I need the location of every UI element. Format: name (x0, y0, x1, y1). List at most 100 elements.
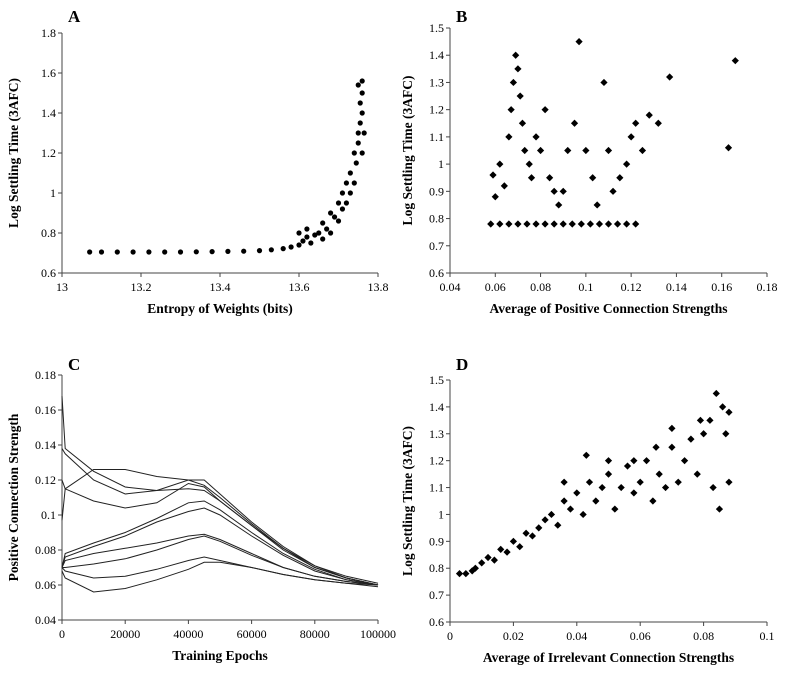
panel-d-data-point (680, 457, 689, 465)
panel-a-y-tick-label: 1.6 (41, 66, 56, 80)
panel-a-data-point (87, 249, 93, 255)
panel-b-data-point (491, 193, 499, 201)
panel-b-data-point (525, 160, 533, 168)
panel-a-data-point (357, 100, 363, 106)
panel-b-data-point (555, 201, 563, 209)
panel-c-series-line-1 (61, 395, 379, 584)
panel-d-data-point (535, 524, 543, 532)
panel-d-data-point (687, 435, 695, 443)
panel-d-data-point (582, 451, 590, 459)
panel-a-data-point (256, 248, 263, 254)
panel-a-data-point (300, 238, 306, 244)
panel-c-series-line-5 (61, 500, 379, 586)
panel-d-x-tick-label: 0.02 (503, 629, 524, 643)
panel-a-x-axis-title: Entropy of Weights (bits) (147, 301, 292, 316)
panel-a-data-point (328, 230, 334, 236)
panel-d-data-point (706, 416, 714, 424)
panel-d-data-point (611, 505, 619, 513)
panel-b-y-tick-label: 1.1 (429, 130, 444, 144)
panel-a-data-point (331, 214, 338, 220)
panel-a-y-tick-label: 0.6 (41, 266, 56, 280)
panel-a-data-point (316, 230, 322, 236)
panel-b-data-point (577, 220, 585, 228)
panel-d-data-point (617, 483, 625, 492)
panel-b-y-tick-label: 1.4 (429, 48, 444, 62)
panel-a-data-point (328, 210, 334, 216)
panel-d-data-point (642, 457, 651, 465)
panel-c-y-tick-label: 0.08 (35, 543, 56, 557)
panel-b-data-point (559, 187, 567, 195)
panel-b-y-tick-label: 0.7 (429, 239, 444, 253)
panel-b-x-axis-title: Average of Positive Connection Strengths (490, 301, 728, 316)
panel-a-data-point (225, 248, 231, 254)
panel-b-x-tick-label: 0.12 (621, 280, 642, 294)
panel-c: C 0.04 0.06 0.08 0.1 0.12 0.14 0.16 0.18 0 20000 40… (6, 355, 396, 663)
panel-a-data-point (359, 150, 365, 156)
panel-a-y-tick-label: 0.8 (41, 226, 56, 240)
panel-b-data-point (505, 133, 513, 141)
panel-d-data-point (579, 510, 587, 519)
panel-c-series-line-10 (61, 561, 379, 593)
panel-d-data-point (725, 478, 733, 486)
panel-d-x-tick-label: 0.04 (566, 629, 587, 643)
panel-b-data-point (564, 146, 572, 155)
panel-b-data-point (575, 38, 583, 46)
panel-b-data-point (518, 119, 527, 127)
panel-d-data-point (668, 424, 676, 432)
panel-b-data-point (623, 220, 631, 228)
panel-c-y-tick-label: 0.14 (35, 438, 56, 452)
panel-b-y-tick-label: 1 (438, 157, 444, 171)
panel-b-data-point (527, 174, 536, 182)
panel-b-data-point (604, 220, 613, 228)
panel-a-data-point (177, 249, 184, 255)
panel-c-y-axis-title: Positive Connection Strength (6, 413, 21, 581)
panel-a-y-tick-label: 1 (50, 186, 56, 200)
panel-d-data-point (490, 556, 498, 564)
panel-b-data-point (604, 146, 613, 155)
panel-b-data-point (613, 220, 622, 228)
panel-d-data-point (649, 497, 657, 505)
panel-a-data-point (347, 170, 353, 176)
panel-d-data-point (636, 478, 644, 486)
panel-d-data-point (630, 489, 638, 497)
panel-c-series-line-6 (61, 507, 379, 586)
panel-d-data-point (592, 497, 600, 505)
panel-d-data-point (725, 408, 733, 416)
panel-a-x-tick-label: 13.2 (131, 280, 152, 294)
panel-b-y-axis-title: Log Settling Time (3AFC) (400, 76, 415, 226)
panel-b-data-point (616, 174, 624, 182)
panel-d-data-point (503, 548, 511, 556)
panel-a-data-point (324, 226, 330, 232)
panel-b-data-point (559, 220, 567, 228)
panel-b-data-point (600, 78, 608, 87)
panel-a-data-point (114, 249, 120, 255)
panel-d-data-point (630, 457, 638, 465)
panel-a-data-point (353, 160, 359, 166)
panel-d-data-point (655, 470, 663, 478)
panel-b-data-point (505, 220, 513, 228)
panel-c-letter: C (68, 355, 80, 374)
panel-d-data-point (468, 567, 476, 575)
panel-d-data-point (547, 510, 556, 519)
panel-d-data-point (598, 483, 606, 492)
panel-c-x-tick-label: 0 (59, 627, 65, 641)
panel-a-data-point (296, 242, 302, 248)
panel-b-data-point (632, 119, 640, 127)
panel-a-data-point (339, 190, 346, 196)
panel-d-data-point (528, 532, 537, 540)
panel-d-data-point (709, 483, 717, 492)
panel-b-data-point (532, 220, 540, 228)
panel-a-data-point (193, 249, 199, 255)
panel-b-x-tick-label: 0.18 (757, 280, 778, 294)
panel-b-x-tick-label: 0.16 (711, 280, 732, 294)
panel-b-y-tick-label: 0.8 (429, 212, 444, 226)
panel-a-data-point (296, 230, 302, 236)
panel-d-y-tick-label: 0.6 (429, 615, 444, 629)
panel-b-x-tick-label: 0.08 (530, 280, 551, 294)
panel-a-x-tick-label: 13.6 (289, 280, 310, 294)
panel-a-x-tick-label: 13.4 (210, 280, 231, 294)
panel-d-data-point (509, 537, 517, 545)
panel-a: A 0.6 0.8 1 1.2 1.4 1.6 1.8 13 13.2 13.4 13.6 13.8 En… (6, 7, 389, 316)
panel-c-y-tick-label: 0.16 (35, 403, 56, 417)
